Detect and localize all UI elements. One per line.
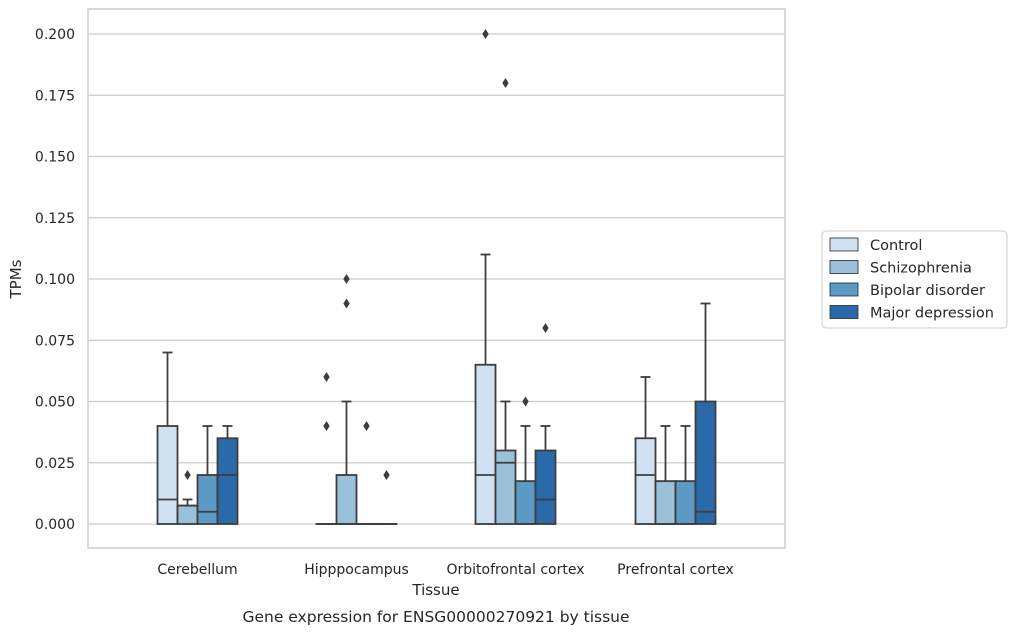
plot-frame: [87, 8, 786, 549]
box-body: [156, 425, 179, 525]
legend-swatch: [829, 305, 859, 319]
box-major-depression-3: [694, 302, 717, 525]
box-major-depression-2: [534, 323, 557, 525]
outlier-point: [323, 372, 330, 382]
box-body: [335, 474, 358, 525]
legend-swatch: [829, 237, 859, 252]
y-tick-label: 0.150: [35, 150, 75, 166]
outlier-point: [323, 421, 330, 431]
legend-label: Major depression: [870, 306, 994, 322]
box-groups: [156, 29, 717, 525]
y-tick-label: 0.050: [35, 395, 75, 411]
x-tick-label: Prefrontal cortex: [617, 562, 734, 578]
y-axis-label: TPMs: [7, 259, 25, 299]
box-schizophrenia-2: [494, 78, 517, 525]
outlier-point: [343, 274, 350, 284]
outlier-point: [482, 29, 489, 39]
box-body: [494, 449, 517, 525]
legend-swatch: [829, 260, 859, 274]
box-body: [216, 437, 239, 525]
outlier-point: [343, 298, 350, 309]
legend-label: Schizophrenia: [870, 261, 972, 277]
outlier-point: [383, 470, 390, 480]
outlier-point: [542, 323, 549, 333]
y-tick-label: 0.000: [35, 517, 75, 533]
box-body: [514, 480, 537, 525]
box-bipolar-disorder-0: [196, 425, 219, 525]
legend-label: Control: [870, 238, 922, 254]
box-body: [654, 480, 677, 525]
box-bipolar-disorder-1: [355, 421, 378, 525]
y-tick-label: 0.125: [35, 211, 75, 227]
box-control-2: [474, 29, 497, 525]
y-tick-label: 0.075: [35, 333, 75, 349]
box-schizophrenia-1: [335, 274, 358, 525]
box-major-depression-0: [216, 425, 239, 525]
box-control-0: [156, 351, 179, 525]
box-body: [674, 480, 697, 525]
box-body: [694, 400, 717, 525]
legend-swatch: [829, 282, 859, 297]
box-control-1: [315, 372, 338, 525]
y-tick-label: 0.175: [35, 88, 75, 104]
y-tick-label: 0.200: [35, 27, 75, 43]
x-axis-label: Tissue: [411, 581, 459, 599]
gridlines: [88, 33, 785, 525]
box-body: [196, 474, 219, 525]
box-bipolar-disorder-2: [514, 396, 537, 525]
outlier-point: [522, 396, 529, 407]
legend-label: Bipolar disorder: [870, 283, 985, 299]
y-tick-labels: 0.000 0.025 0.050 0.075 0.100 0.125 0.150 0.175…: [35, 27, 75, 533]
x-tick-label: Hipppocampus: [304, 562, 409, 578]
box-body: [634, 437, 657, 525]
chart-caption: Gene expression for ENSG00000270921 by t…: [242, 608, 629, 626]
box-control-3: [634, 376, 657, 525]
box-schizophrenia-0: [176, 470, 199, 525]
outlier-point: [363, 421, 370, 431]
x-tick-labels: Cerebellum Hipppocampus Orbitofrontal cort…: [157, 562, 733, 578]
y-tick-label: 0.025: [35, 456, 75, 472]
box-body: [474, 363, 497, 525]
legend-frame: [821, 230, 1008, 329]
x-tick-label: Cerebellum: [157, 562, 237, 578]
box-schizophrenia-3: [654, 425, 677, 525]
box-bipolar-disorder-3: [674, 425, 697, 525]
x-tick-label: Orbitofrontal cortex: [447, 562, 585, 578]
outlier-point: [184, 470, 191, 480]
box-body: [534, 449, 557, 525]
outlier-point: [502, 78, 509, 88]
legend: Control Schizophrenia Bipolar disorder Majo…: [821, 230, 1008, 329]
box-body: [176, 504, 199, 525]
y-tick-label: 0.100: [35, 272, 75, 288]
box-major-depression-1: [375, 470, 398, 525]
